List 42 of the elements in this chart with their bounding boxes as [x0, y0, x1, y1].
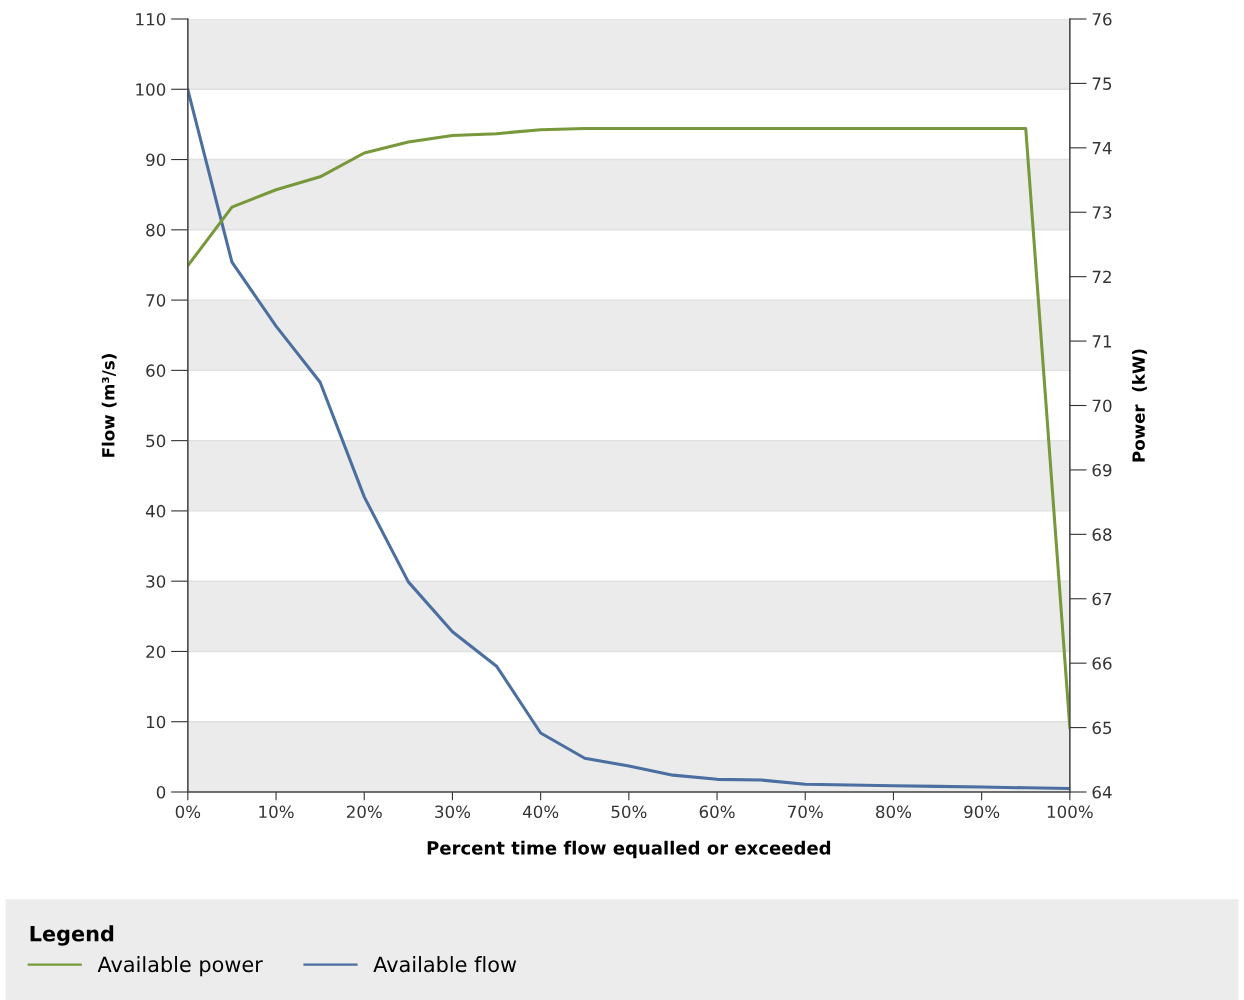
y2-tick-label: 72 [1092, 270, 1111, 283]
legend-label: Available power [97, 956, 263, 977]
y-tick-label: 60 [146, 364, 166, 377]
y2-tick-label: 73 [1092, 206, 1112, 219]
y2-tick-label: 68 [1092, 528, 1112, 541]
y2-tick-label: 74 [1092, 142, 1112, 155]
legend-label: Available flow [373, 956, 517, 973]
x-tick-label: 40% [522, 805, 559, 819]
y2-tick-label: 64 [1092, 785, 1112, 799]
x-tick-label: 0% [175, 805, 201, 819]
y-tick-label: 100 [136, 83, 166, 96]
y-tick-label: 0 [156, 785, 166, 799]
x-tick-label: 20% [346, 805, 382, 819]
y2-axis-title: Power (kW) [1132, 349, 1147, 462]
y2-tick-label: 65 [1092, 721, 1112, 735]
x-tick-label: 50% [611, 805, 647, 819]
x-tick-label: 30% [435, 805, 471, 819]
y-tick-label: 20 [146, 645, 166, 659]
x-tick-label: 10% [259, 805, 294, 819]
y-axis-title: Flow (m³/s) [101, 354, 117, 457]
y-tick-label: 30 [146, 575, 166, 588]
y-tick-label: 10 [146, 715, 166, 729]
y2-tick-label: 76 [1092, 12, 1112, 26]
y2-tick-label: 75 [1092, 77, 1112, 90]
x-tick-label: 100% [1047, 805, 1093, 819]
x-tick-label: 90% [964, 805, 1000, 819]
x-tick-label: 80% [876, 805, 912, 819]
y-tick-label: 40 [145, 504, 166, 518]
x-axis-title: Percent time flow equalled or exceeded [427, 840, 831, 859]
y-tick-label: 110 [136, 12, 166, 26]
x-tick-label: 60% [699, 805, 735, 819]
y2-tick-label: 69 [1092, 463, 1112, 477]
y2-tick-label: 71 [1092, 335, 1112, 348]
x-tick-label: 70% [788, 805, 823, 819]
legend-title: Legend [30, 925, 114, 946]
y2-tick-label: 70 [1092, 399, 1112, 413]
y-tick-label: 50 [146, 434, 166, 448]
y-tick-label: 80 [146, 223, 166, 237]
y2-tick-label: 67 [1092, 592, 1112, 606]
y2-tick-label: 66 [1092, 657, 1112, 670]
y-tick-label: 90 [146, 153, 166, 167]
y-tick-label: 70 [146, 294, 166, 307]
